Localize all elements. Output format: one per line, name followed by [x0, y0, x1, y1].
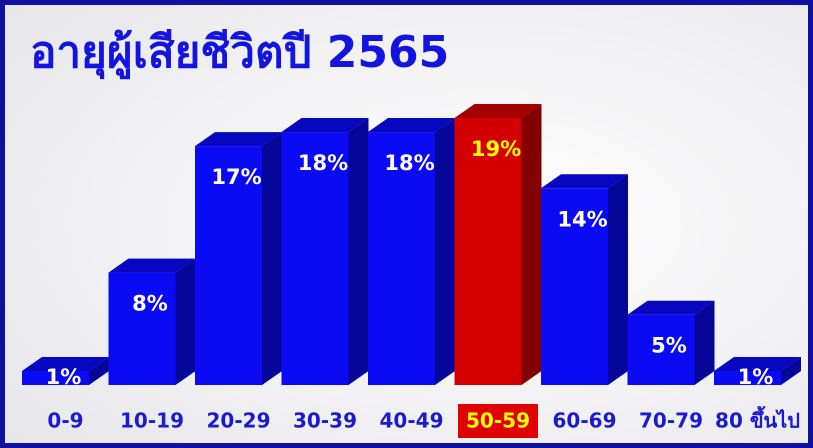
bar-side-shade [781, 356, 801, 385]
x-tick-label: 0-9 [47, 409, 83, 433]
bar-side [608, 174, 628, 385]
bar-side-shade [262, 132, 282, 385]
bar [281, 132, 349, 385]
bar-side-shade [175, 258, 196, 385]
value-label: 14% [557, 207, 607, 231]
bar-top-shade [541, 174, 628, 189]
bar-side-shade [694, 300, 715, 385]
x-tick-label: 50-59 [466, 409, 530, 433]
bar-top [454, 104, 542, 118]
bar [195, 146, 262, 385]
bar-top [108, 258, 196, 273]
bar-side [348, 118, 369, 385]
bar-side [521, 104, 542, 385]
bar-side-shade [89, 356, 109, 385]
value-label: 17% [211, 165, 261, 189]
bar-top-shade [195, 132, 282, 147]
bar-side-shade [521, 104, 542, 385]
bar-top-shade [454, 104, 542, 118]
bar-top-shade [714, 356, 801, 371]
bar-side [89, 356, 109, 385]
bar-side [435, 118, 455, 385]
bar-top [368, 118, 455, 133]
bar-top-shade [627, 300, 715, 315]
x-tick-label: 20-29 [207, 409, 271, 433]
bar [714, 370, 781, 385]
bar-side-shade [348, 118, 369, 385]
bar-side [694, 300, 715, 385]
bar-top-shade [108, 258, 196, 273]
chart-title: อายุผู้เสียชีวิตปี 2565 [30, 27, 449, 80]
x-tick-label: 30-39 [293, 409, 357, 433]
x-tick-label: 10-19 [120, 409, 184, 433]
bar-side [781, 356, 801, 385]
bar-top [714, 356, 801, 371]
bar [627, 314, 695, 385]
bar-top-shade [22, 356, 109, 371]
bar [541, 188, 608, 385]
bar [368, 132, 435, 385]
category-highlight [458, 404, 538, 438]
x-tick-label: 60-69 [553, 409, 617, 433]
value-label: 8% [132, 292, 168, 316]
x-tick-label: 70-79 [639, 409, 703, 433]
bar [108, 272, 176, 385]
bar-top [22, 356, 109, 371]
bar [22, 370, 89, 385]
bar-top [281, 118, 369, 133]
bar-top [195, 132, 282, 147]
bar-side-shade [435, 118, 455, 385]
bar-side [262, 132, 282, 385]
value-label: 18% [298, 151, 348, 175]
value-label: 5% [651, 334, 687, 358]
value-label: 19% [471, 137, 521, 161]
bar-top-shade [368, 118, 455, 133]
bar-top [627, 300, 715, 315]
bar-top [541, 174, 628, 189]
bar-top-shade [281, 118, 369, 133]
bar [454, 118, 522, 385]
value-label: 1% [46, 365, 82, 389]
x-tick-label: 40-49 [380, 409, 444, 433]
x-tick-label: 80 ขึ้นไป [715, 406, 800, 433]
bar-side-shade [608, 174, 628, 385]
value-label: 1% [738, 365, 774, 389]
value-label: 18% [384, 151, 434, 175]
bar-side [175, 258, 196, 385]
